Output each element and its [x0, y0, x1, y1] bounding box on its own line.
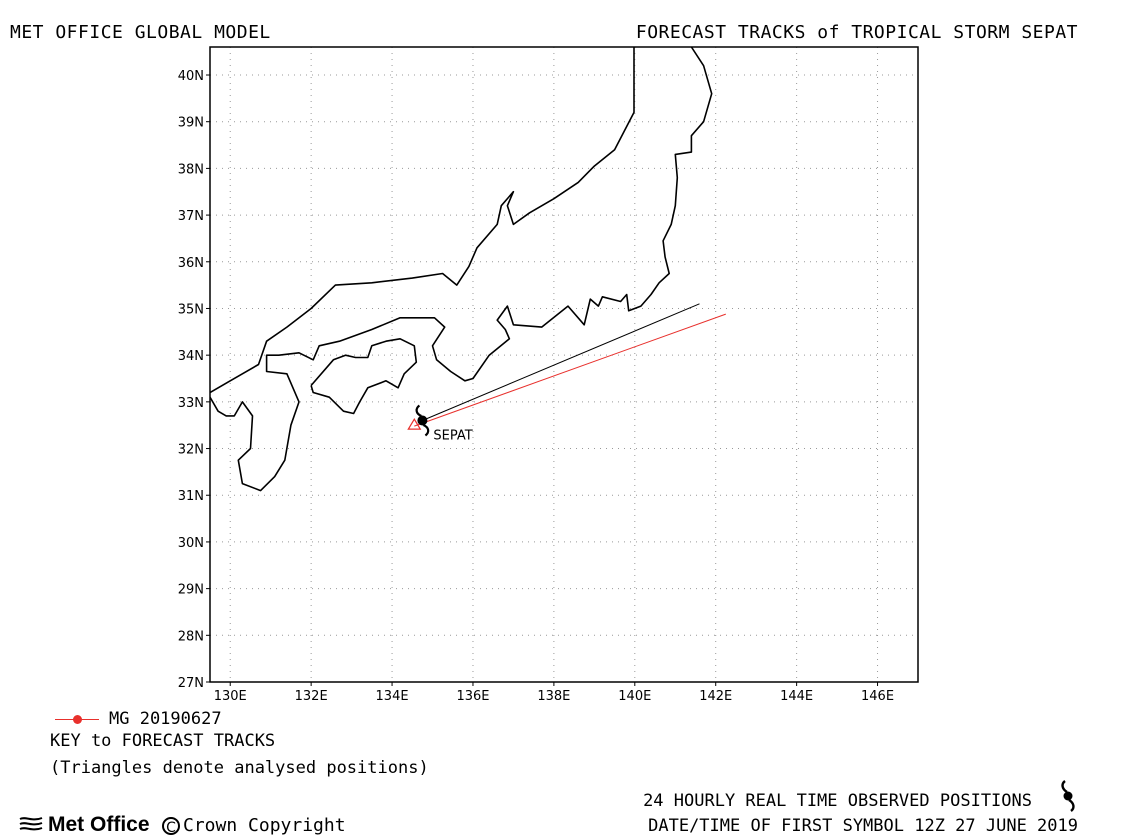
coastline [210, 47, 713, 492]
y-tick-label: 27N [178, 676, 204, 691]
forecast-track [422, 303, 700, 421]
title-left: MET OFFICE GLOBAL MODEL [10, 22, 271, 43]
forecast-track [414, 313, 726, 427]
map-frame [209, 46, 919, 683]
observed-positions-label: 24 HOURLY REAL TIME OBSERVED POSITIONS [643, 791, 1032, 811]
x-tick-label: 146E [861, 689, 894, 704]
x-tick-label: 134E [376, 689, 409, 704]
key-title: KEY to FORECAST TRACKS [50, 731, 276, 751]
x-tick-label: 138E [537, 689, 570, 704]
y-tick-label: 38N [178, 162, 204, 177]
y-tick-label: 40N [178, 69, 204, 84]
legend-entry: MG 20190627 [55, 709, 222, 729]
met-office-logo-icon [19, 817, 43, 831]
y-tick-label: 33N [178, 396, 204, 411]
x-tick-label: 140E [618, 689, 651, 704]
tropical-storm-icon [1061, 780, 1075, 812]
storm-name-label: SEPAT [433, 429, 472, 444]
first-symbol-datetime: DATE/TIME OF FIRST SYMBOL 12Z 27 JUNE 20… [648, 816, 1078, 836]
y-tick-label: 37N [178, 209, 204, 224]
storm-symbol-icon [415, 404, 430, 437]
y-tick-label: 29N [178, 583, 204, 598]
x-tick-label: 142E [699, 689, 732, 704]
key-note: (Triangles denote analysed positions) [50, 758, 429, 778]
coastline [310, 338, 418, 415]
y-tick-label: 35N [178, 302, 204, 317]
brand-name: Met Office [48, 813, 150, 836]
legend-label: MG 20190627 [109, 709, 222, 729]
y-tick-label: 28N [178, 629, 204, 644]
y-tick-label: 36N [178, 256, 204, 271]
x-tick-label: 144E [780, 689, 813, 704]
coastline-group [210, 47, 726, 492]
coastline [210, 47, 635, 394]
x-tick-label: 132E [295, 689, 328, 704]
legend-track-swatch [55, 712, 99, 726]
y-tick-label: 39N [178, 116, 204, 131]
y-tick-label: 32N [178, 443, 204, 458]
met-office-brand: Met Office [18, 813, 150, 837]
y-tick-label: 31N [178, 489, 204, 504]
title-right: FORECAST TRACKS of TROPICAL STORM SEPAT [635, 22, 1078, 43]
x-tick-label: 136E [456, 689, 489, 704]
analysed-position-triangle [407, 417, 422, 430]
x-tick-label: 130E [214, 689, 247, 704]
copyright-icon: C [162, 817, 180, 836]
y-tick-label: 30N [178, 536, 204, 551]
copyright: C Crown Copyright [162, 815, 346, 836]
copyright-text: Crown Copyright [183, 815, 346, 836]
y-tick-label: 34N [178, 349, 204, 364]
